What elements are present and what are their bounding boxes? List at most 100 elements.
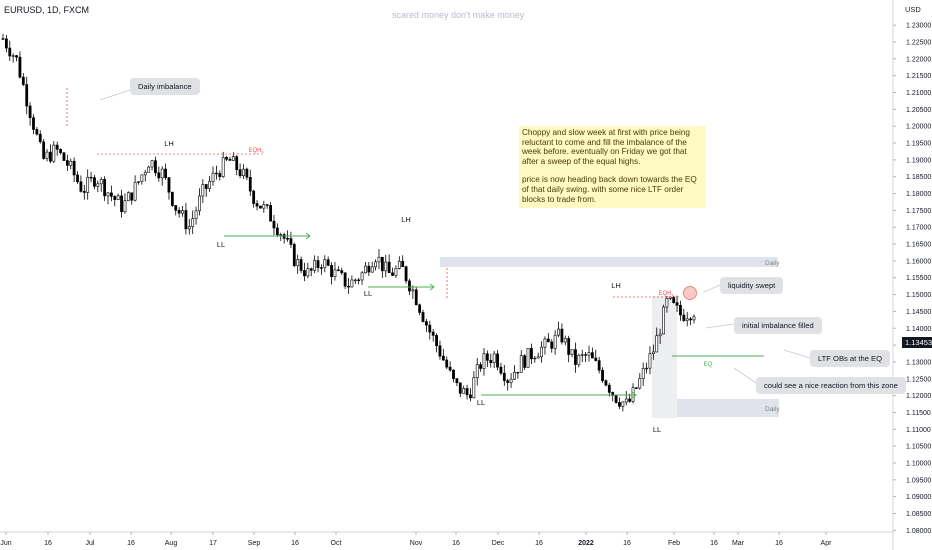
y-tick-label: 1.15000 bbox=[906, 292, 931, 299]
candle-body bbox=[533, 357, 537, 360]
callout-daily-imbalance[interactable]: Daily imbalance bbox=[130, 78, 200, 95]
candle-body bbox=[421, 312, 425, 322]
candle-body bbox=[103, 179, 107, 197]
candle-body bbox=[211, 172, 215, 182]
x-tick-label: 16 bbox=[710, 540, 718, 547]
candle-body bbox=[587, 352, 591, 356]
ll-arrow-2-head bbox=[429, 283, 435, 291]
candle-body bbox=[607, 384, 611, 393]
candle-body bbox=[465, 388, 469, 396]
candle-body bbox=[28, 105, 32, 119]
x-tick-label: 16 bbox=[535, 540, 543, 547]
candle-body bbox=[523, 355, 527, 368]
candle-body bbox=[648, 353, 652, 369]
x-tick-label: Nov bbox=[410, 540, 423, 547]
candle-body bbox=[391, 272, 394, 276]
candle-body bbox=[126, 192, 130, 202]
liquidity-sweep-circle bbox=[683, 286, 697, 300]
y-tick-label: 1.21500 bbox=[906, 73, 931, 80]
swing-label: LL bbox=[364, 289, 372, 298]
candle-body bbox=[72, 160, 76, 176]
analysis-note[interactable]: Choppy and slow week at first with price… bbox=[519, 126, 706, 208]
candle-body bbox=[167, 177, 171, 193]
callout-liquidity-swept[interactable]: liquidity swept bbox=[720, 277, 784, 294]
candle-body bbox=[11, 55, 15, 57]
candle-body bbox=[618, 402, 621, 407]
candle-body bbox=[21, 76, 25, 85]
candle-body bbox=[692, 316, 696, 321]
callout-initial-imbalance[interactable]: initial imbalance filled bbox=[734, 317, 822, 334]
candle-body bbox=[601, 369, 604, 382]
candle-body bbox=[584, 354, 588, 356]
candle-body bbox=[113, 196, 117, 200]
swing-label: EQ bbox=[704, 362, 713, 368]
callout-ltf-obs[interactable]: LTF OBs at the EQ bbox=[810, 350, 891, 367]
candle-body bbox=[116, 195, 120, 200]
candle-body bbox=[174, 205, 178, 211]
candle-body bbox=[628, 398, 632, 402]
candle-body bbox=[262, 204, 266, 209]
candle-body bbox=[336, 269, 340, 271]
candle-body bbox=[45, 151, 49, 159]
candle-body bbox=[279, 234, 283, 236]
ll-arrow-1-head bbox=[305, 232, 311, 240]
candle-body bbox=[563, 338, 567, 343]
candle-body bbox=[594, 357, 598, 361]
candle-body bbox=[316, 260, 320, 268]
candle-body bbox=[431, 331, 435, 336]
candle-body bbox=[269, 205, 272, 222]
x-tick-label: 16 bbox=[127, 540, 135, 547]
candle-body bbox=[86, 176, 90, 193]
candle-body bbox=[326, 259, 330, 266]
candle-body bbox=[255, 203, 259, 207]
candle-body bbox=[35, 129, 39, 135]
daily-zone-lower bbox=[656, 399, 779, 417]
y-tick-label: 1.12500 bbox=[906, 376, 931, 383]
candle-body bbox=[130, 192, 134, 201]
candle-body bbox=[32, 117, 35, 130]
x-tick-label: Aug bbox=[165, 540, 178, 547]
candle-body bbox=[15, 55, 18, 58]
candle-body bbox=[8, 47, 12, 57]
x-tick-label: 16 bbox=[452, 540, 460, 547]
candle-body bbox=[516, 371, 520, 374]
x-tick-label: Mar bbox=[732, 540, 745, 547]
x-tick-label: Dec bbox=[492, 540, 505, 547]
candle-body bbox=[557, 328, 560, 336]
candle-body bbox=[150, 160, 154, 168]
candle-body bbox=[624, 398, 628, 403]
candle-body bbox=[492, 353, 496, 364]
y-tick-label: 1.20500 bbox=[906, 107, 931, 114]
candle-body bbox=[519, 355, 523, 373]
x-tick-label: Feb bbox=[668, 540, 680, 547]
candle-body bbox=[221, 157, 225, 177]
candle-body bbox=[645, 367, 648, 370]
candle-body bbox=[52, 144, 56, 162]
candle-body bbox=[252, 190, 256, 204]
candle-body bbox=[49, 151, 52, 162]
swing-label: LH bbox=[401, 215, 411, 224]
candle-body bbox=[242, 168, 245, 177]
candle-body bbox=[245, 168, 249, 178]
candle-body bbox=[367, 265, 371, 273]
candle-body bbox=[289, 238, 293, 245]
candle-body bbox=[435, 335, 438, 347]
candle-body bbox=[164, 168, 167, 178]
callout-nice-reaction[interactable]: could see a nice reaction from this zone bbox=[756, 377, 906, 394]
note-paragraph-1: Choppy and slow week at first with price… bbox=[522, 128, 690, 166]
candle-body bbox=[658, 333, 662, 337]
candle-body bbox=[550, 341, 554, 349]
candle-body bbox=[191, 218, 195, 227]
y-tick-label: 1.19500 bbox=[906, 141, 931, 148]
candle-body bbox=[42, 141, 46, 159]
candle-body bbox=[387, 261, 391, 274]
y-tick-label: 1.16000 bbox=[906, 258, 931, 265]
callout-pointer bbox=[99, 89, 131, 101]
candle-body bbox=[479, 364, 483, 369]
x-tick-label: 16 bbox=[291, 540, 299, 547]
candle-body bbox=[347, 285, 350, 288]
x-tick-label: Jul bbox=[86, 540, 95, 547]
candle-body bbox=[655, 335, 659, 353]
candle-body bbox=[109, 192, 113, 197]
